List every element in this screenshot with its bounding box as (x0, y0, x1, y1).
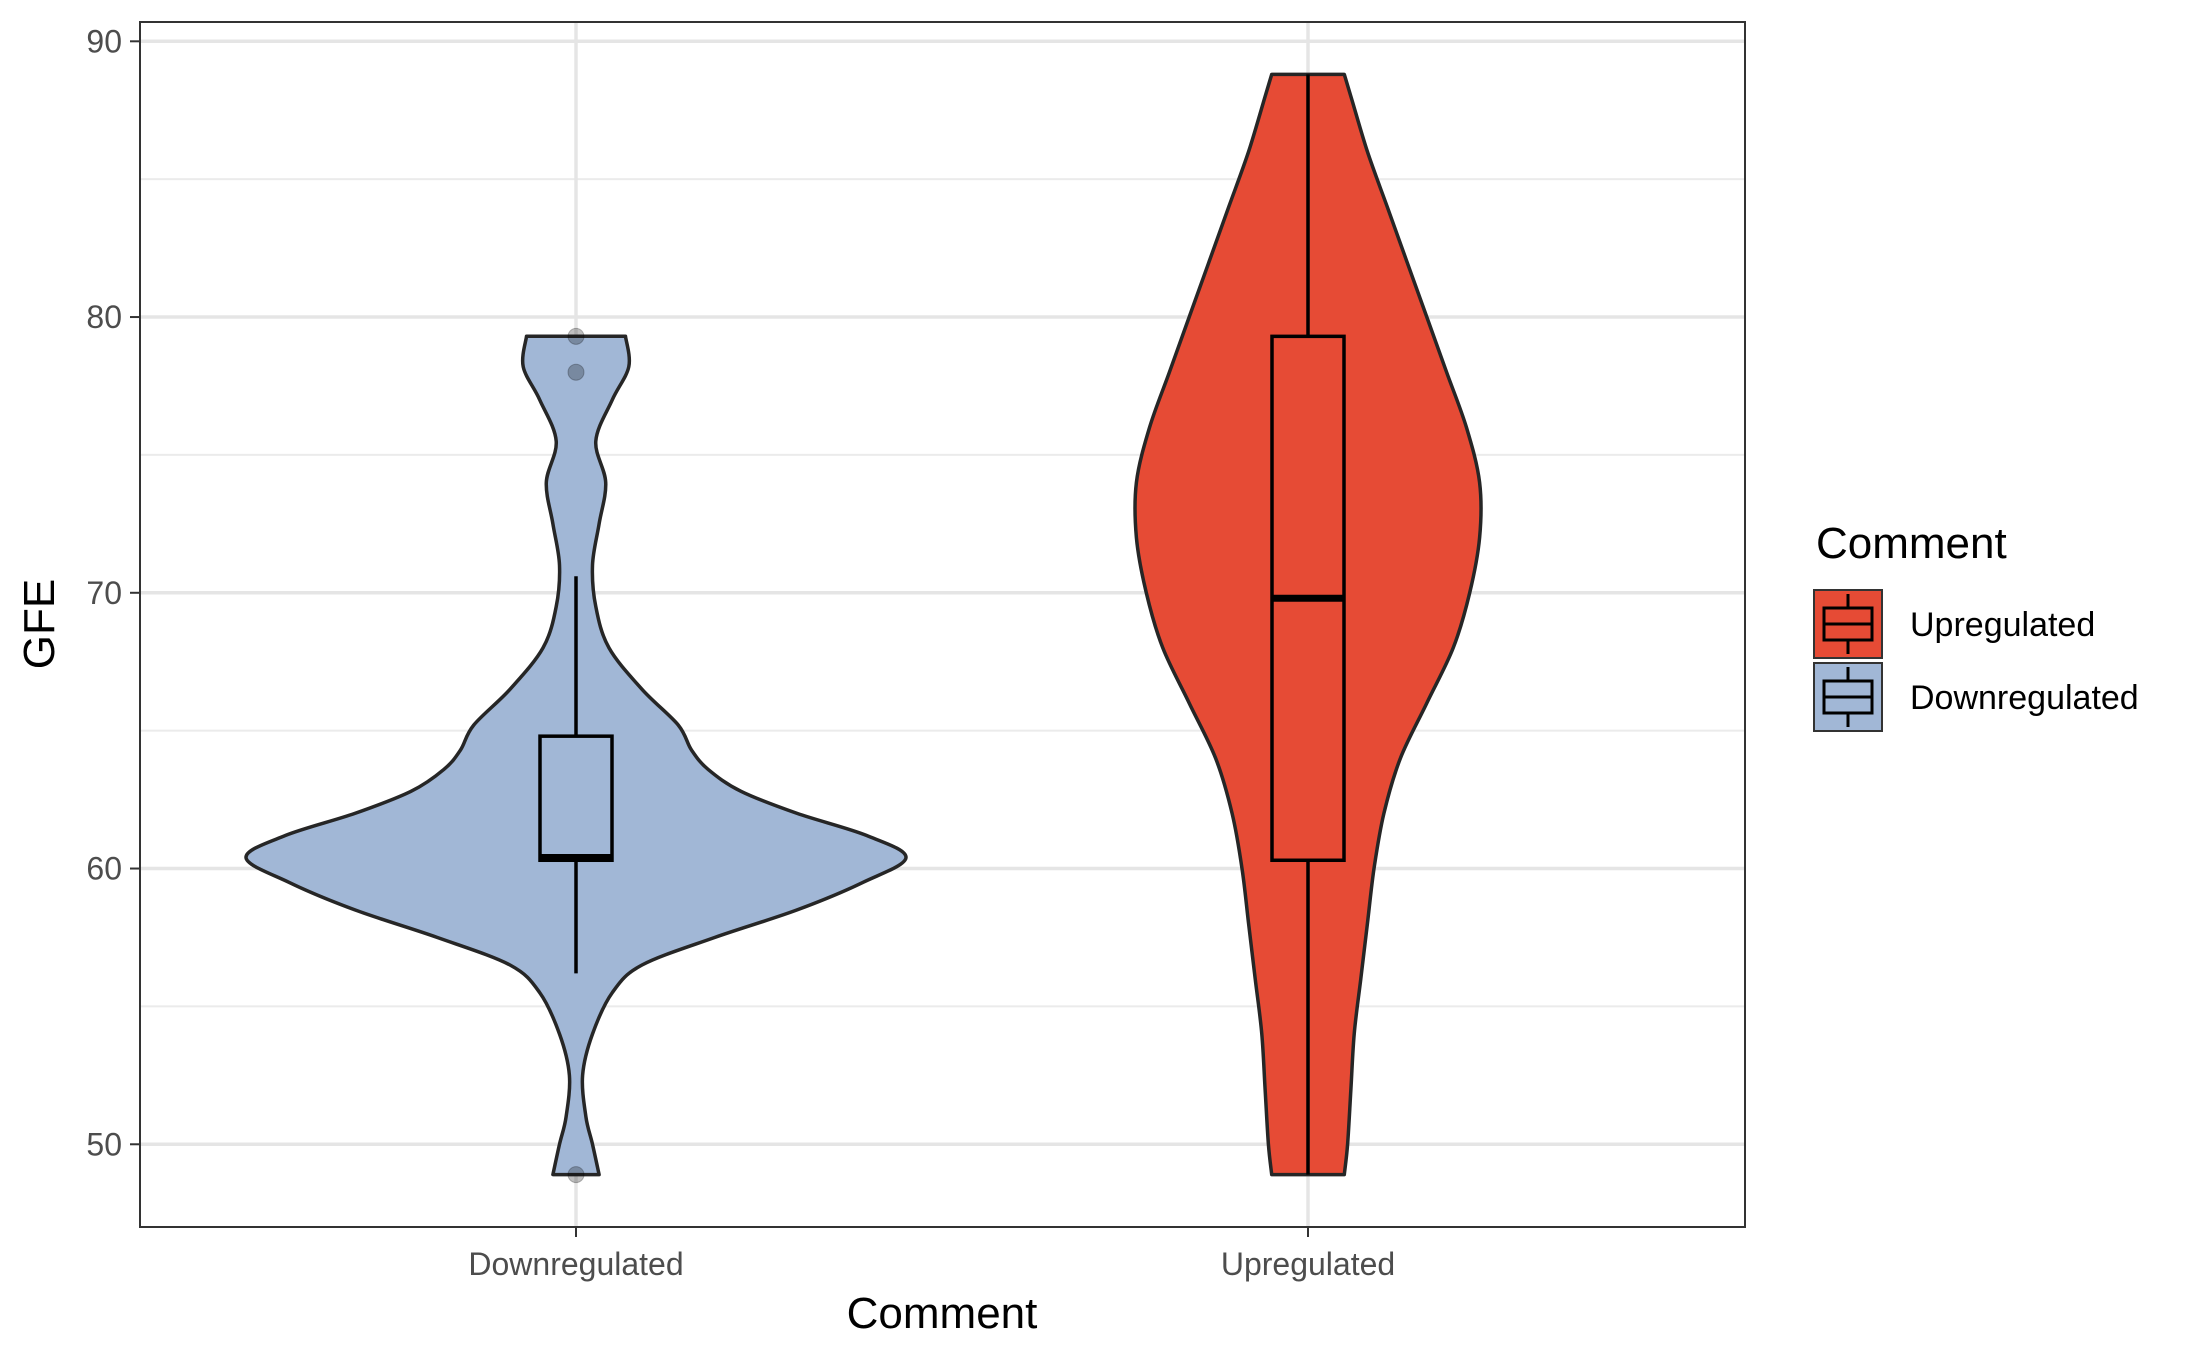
legend-label-downregulated: Downregulated (1910, 679, 2139, 717)
outlier-point (567, 363, 585, 381)
outlier-point (567, 327, 585, 345)
y-tick-label: 60 (86, 851, 122, 887)
y-tick-label: 70 (86, 575, 122, 611)
outlier-point (567, 1166, 585, 1184)
legend-key-downregulated (1813, 662, 1883, 732)
legend-title: Comment (1816, 519, 2007, 568)
x-tick-label: Downregulated (468, 1246, 683, 1282)
legend-label-upregulated: Upregulated (1910, 606, 2095, 644)
y-axis-title: GFE (15, 579, 64, 669)
x-tick-label: Upregulated (1221, 1246, 1395, 1282)
y-tick-label: 50 (86, 1126, 122, 1162)
plot-panel-border (139, 21, 1746, 1228)
box-downregulated (538, 734, 614, 863)
legend-key-upregulated (1813, 589, 1883, 659)
y-tick-label: 80 (86, 299, 122, 335)
y-tick-label: 90 (86, 23, 122, 59)
violin-layer (244, 72, 1483, 1184)
legend-keys (1813, 589, 1883, 732)
x-axis-title: Comment (847, 1289, 1038, 1338)
legend: Comment Upregulated Downregulated (1813, 519, 2139, 732)
axis-layer: 50 60 70 80 90 Downregulated Upregulated (86, 23, 1395, 1282)
